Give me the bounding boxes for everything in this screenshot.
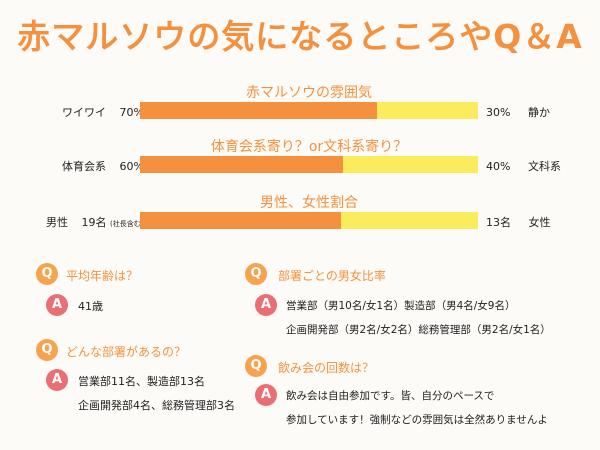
bar-right-text: 女性 bbox=[528, 216, 551, 229]
a-badge-icon: A bbox=[255, 294, 277, 316]
bar-left-value: 70% bbox=[119, 106, 144, 119]
bar-atmosphere bbox=[140, 102, 478, 119]
bar-left-note: (社長含む) bbox=[110, 220, 144, 228]
a-badge-icon: A bbox=[255, 384, 277, 406]
q-badge-icon: Q bbox=[36, 339, 58, 361]
bar-title-atmosphere: 赤マルソウの雰囲気 bbox=[246, 85, 372, 101]
bar-gender bbox=[140, 212, 478, 229]
bar-left-text: ワイワイ bbox=[62, 106, 106, 119]
answer-drinking-parties-line-1: 飲み会は自由参加です。皆、自分のペースで bbox=[286, 390, 495, 402]
bar-title-type: 体育会系寄り？or文科系寄り？ bbox=[210, 139, 408, 155]
bar-left-text: 男性 bbox=[46, 216, 68, 229]
bar-right-text: 静か bbox=[527, 106, 550, 119]
answer-gender-ratio-line-2: 企画開発部（男2名/女2名）総務管理部（男2名/女1名） bbox=[286, 324, 551, 336]
answer-departments-line-1: 営業部11名、製造部13名 bbox=[78, 375, 205, 388]
answer-departments-line-2: 企画開発部4名、総務管理部3名 bbox=[78, 399, 235, 412]
bar-title-gender: 男性、女性割合 bbox=[260, 195, 358, 211]
bar-right-text: 文科系 bbox=[527, 160, 561, 173]
bar-left-label-atmosphere: ワイワイ 70% bbox=[62, 104, 144, 120]
bar-right-value: 13名 bbox=[486, 216, 511, 229]
bar-right-label-type: 40% 文科系 bbox=[486, 158, 561, 174]
question-average-age: 平均年齢は？ bbox=[66, 269, 139, 283]
bar-left-text: 体育会系 bbox=[62, 160, 106, 173]
bar-type bbox=[140, 156, 478, 173]
bar-fill bbox=[140, 156, 343, 173]
bar-right-label-gender: 13名 女性 bbox=[486, 214, 551, 230]
q-badge-icon: Q bbox=[36, 263, 58, 285]
q-badge-icon: Q bbox=[245, 355, 267, 377]
question-gender-ratio: 部署ごとの男女比率 bbox=[278, 269, 386, 283]
bar-fill bbox=[140, 212, 341, 229]
bar-left-label-gender: 男性 19名 (社長含む) bbox=[46, 214, 143, 230]
a-badge-icon: A bbox=[46, 294, 68, 316]
bar-right-value: 40% bbox=[486, 160, 511, 173]
bar-fill bbox=[140, 102, 377, 119]
bar-right-value: 30% bbox=[486, 106, 511, 119]
question-departments: どんな部署があるの？ bbox=[66, 345, 187, 359]
page-title: 赤マルソウの気になるところやQ＆A bbox=[17, 17, 583, 56]
answer-drinking-parties-line-2: 参加しています！強制などの雰囲気は全然ありませんよ bbox=[286, 414, 548, 426]
question-drinking-parties: 飲み会の回数は？ bbox=[278, 361, 375, 375]
q-badge-icon: Q bbox=[245, 263, 267, 285]
answer-gender-ratio-line-1: 営業部（男10名/女1名）製造部（男4名/女9名） bbox=[286, 300, 516, 312]
bar-left-value: 60% bbox=[119, 160, 144, 173]
bar-left-label-type: 体育会系 60% bbox=[62, 158, 144, 174]
bar-left-value: 19名 bbox=[81, 216, 107, 229]
a-badge-icon: A bbox=[46, 369, 68, 391]
answer-average-age: 41歳 bbox=[78, 300, 103, 313]
bar-right-label-atmosphere: 30% 静か bbox=[486, 104, 550, 120]
